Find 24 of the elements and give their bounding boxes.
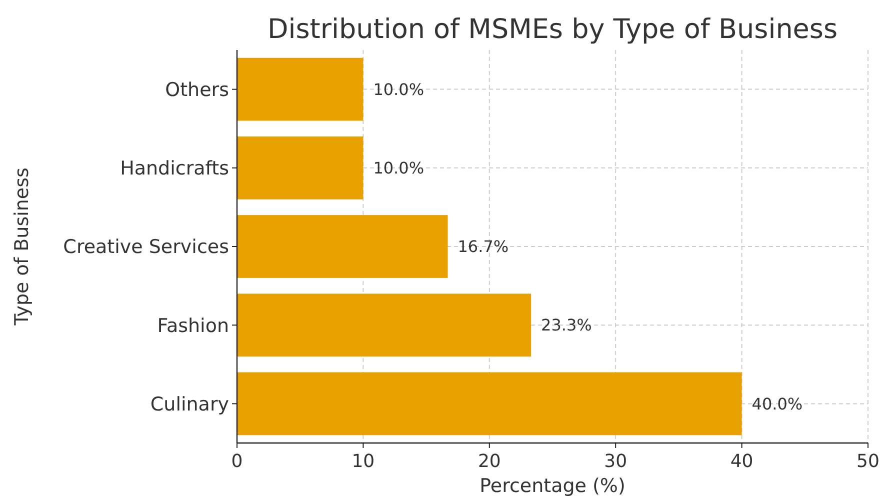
bar [237, 372, 742, 436]
y-tick-label: Creative Services [63, 236, 229, 258]
chart-title: Distribution of MSMEs by Type of Business [267, 14, 838, 45]
x-tick-label: 50 [856, 451, 880, 472]
x-tick-label: 30 [604, 451, 628, 472]
x-axis-title: Percentage (%) [480, 475, 626, 497]
y-tick-label: Fashion [157, 314, 229, 337]
y-tick-label: Culinary [150, 393, 229, 416]
data-label: 10.0% [373, 158, 424, 178]
bar [237, 215, 448, 278]
data-label: 40.0% [752, 394, 803, 414]
bar [237, 58, 364, 121]
x-tick-label: 10 [352, 451, 375, 472]
y-tick-label: Others [165, 78, 229, 101]
data-label: 10.0% [373, 80, 424, 99]
data-label: 23.3% [541, 316, 592, 335]
bar [237, 294, 532, 357]
x-tick-label: 40 [730, 451, 754, 472]
x-tick-label: 0 [231, 451, 243, 472]
x-tick-label: 20 [478, 451, 501, 472]
data-label: 16.7% [458, 237, 509, 256]
y-axis-title: Type of Business [11, 168, 33, 326]
y-tick-label: Handicrafts [120, 158, 229, 180]
bar [237, 136, 364, 200]
